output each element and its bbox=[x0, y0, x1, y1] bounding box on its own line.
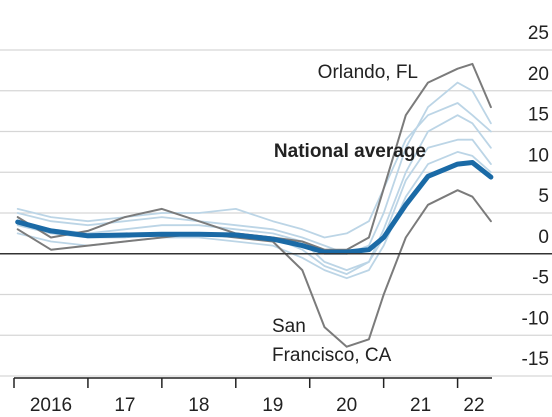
x-tick-label: 17 bbox=[114, 395, 135, 416]
x-tick-label: 19 bbox=[262, 395, 283, 416]
x-tick-label: 18 bbox=[188, 395, 209, 416]
annotation: National average bbox=[274, 141, 426, 162]
series-line bbox=[16, 62, 492, 251]
x-tick-label: 20 bbox=[336, 395, 357, 416]
y-tick-label: -15 bbox=[522, 349, 549, 370]
x-tick-label: 21 bbox=[410, 395, 431, 416]
series-line bbox=[16, 189, 492, 348]
y-tick-label: -10 bbox=[522, 308, 549, 329]
series-line bbox=[16, 81, 492, 255]
y-tick-label: 15 bbox=[528, 105, 549, 126]
series-line bbox=[16, 114, 492, 271]
series-line bbox=[15, 160, 494, 255]
annotation: Francisco, CA bbox=[272, 345, 392, 366]
series-line bbox=[16, 102, 492, 239]
annotation: Orlando, FL bbox=[318, 62, 418, 83]
annotation: San bbox=[272, 316, 306, 337]
y-tick-label: 0 bbox=[538, 227, 549, 248]
y-tick-label: 5 bbox=[538, 186, 549, 207]
y-tick-label: 20 bbox=[528, 64, 549, 85]
y-tick-label: -5 bbox=[532, 268, 549, 289]
x-tick-label: 22 bbox=[463, 395, 484, 416]
x-tick-label: 2016 bbox=[30, 395, 72, 416]
y-tick-label: 10 bbox=[528, 145, 549, 166]
y-tick-label: 25 bbox=[528, 23, 549, 44]
